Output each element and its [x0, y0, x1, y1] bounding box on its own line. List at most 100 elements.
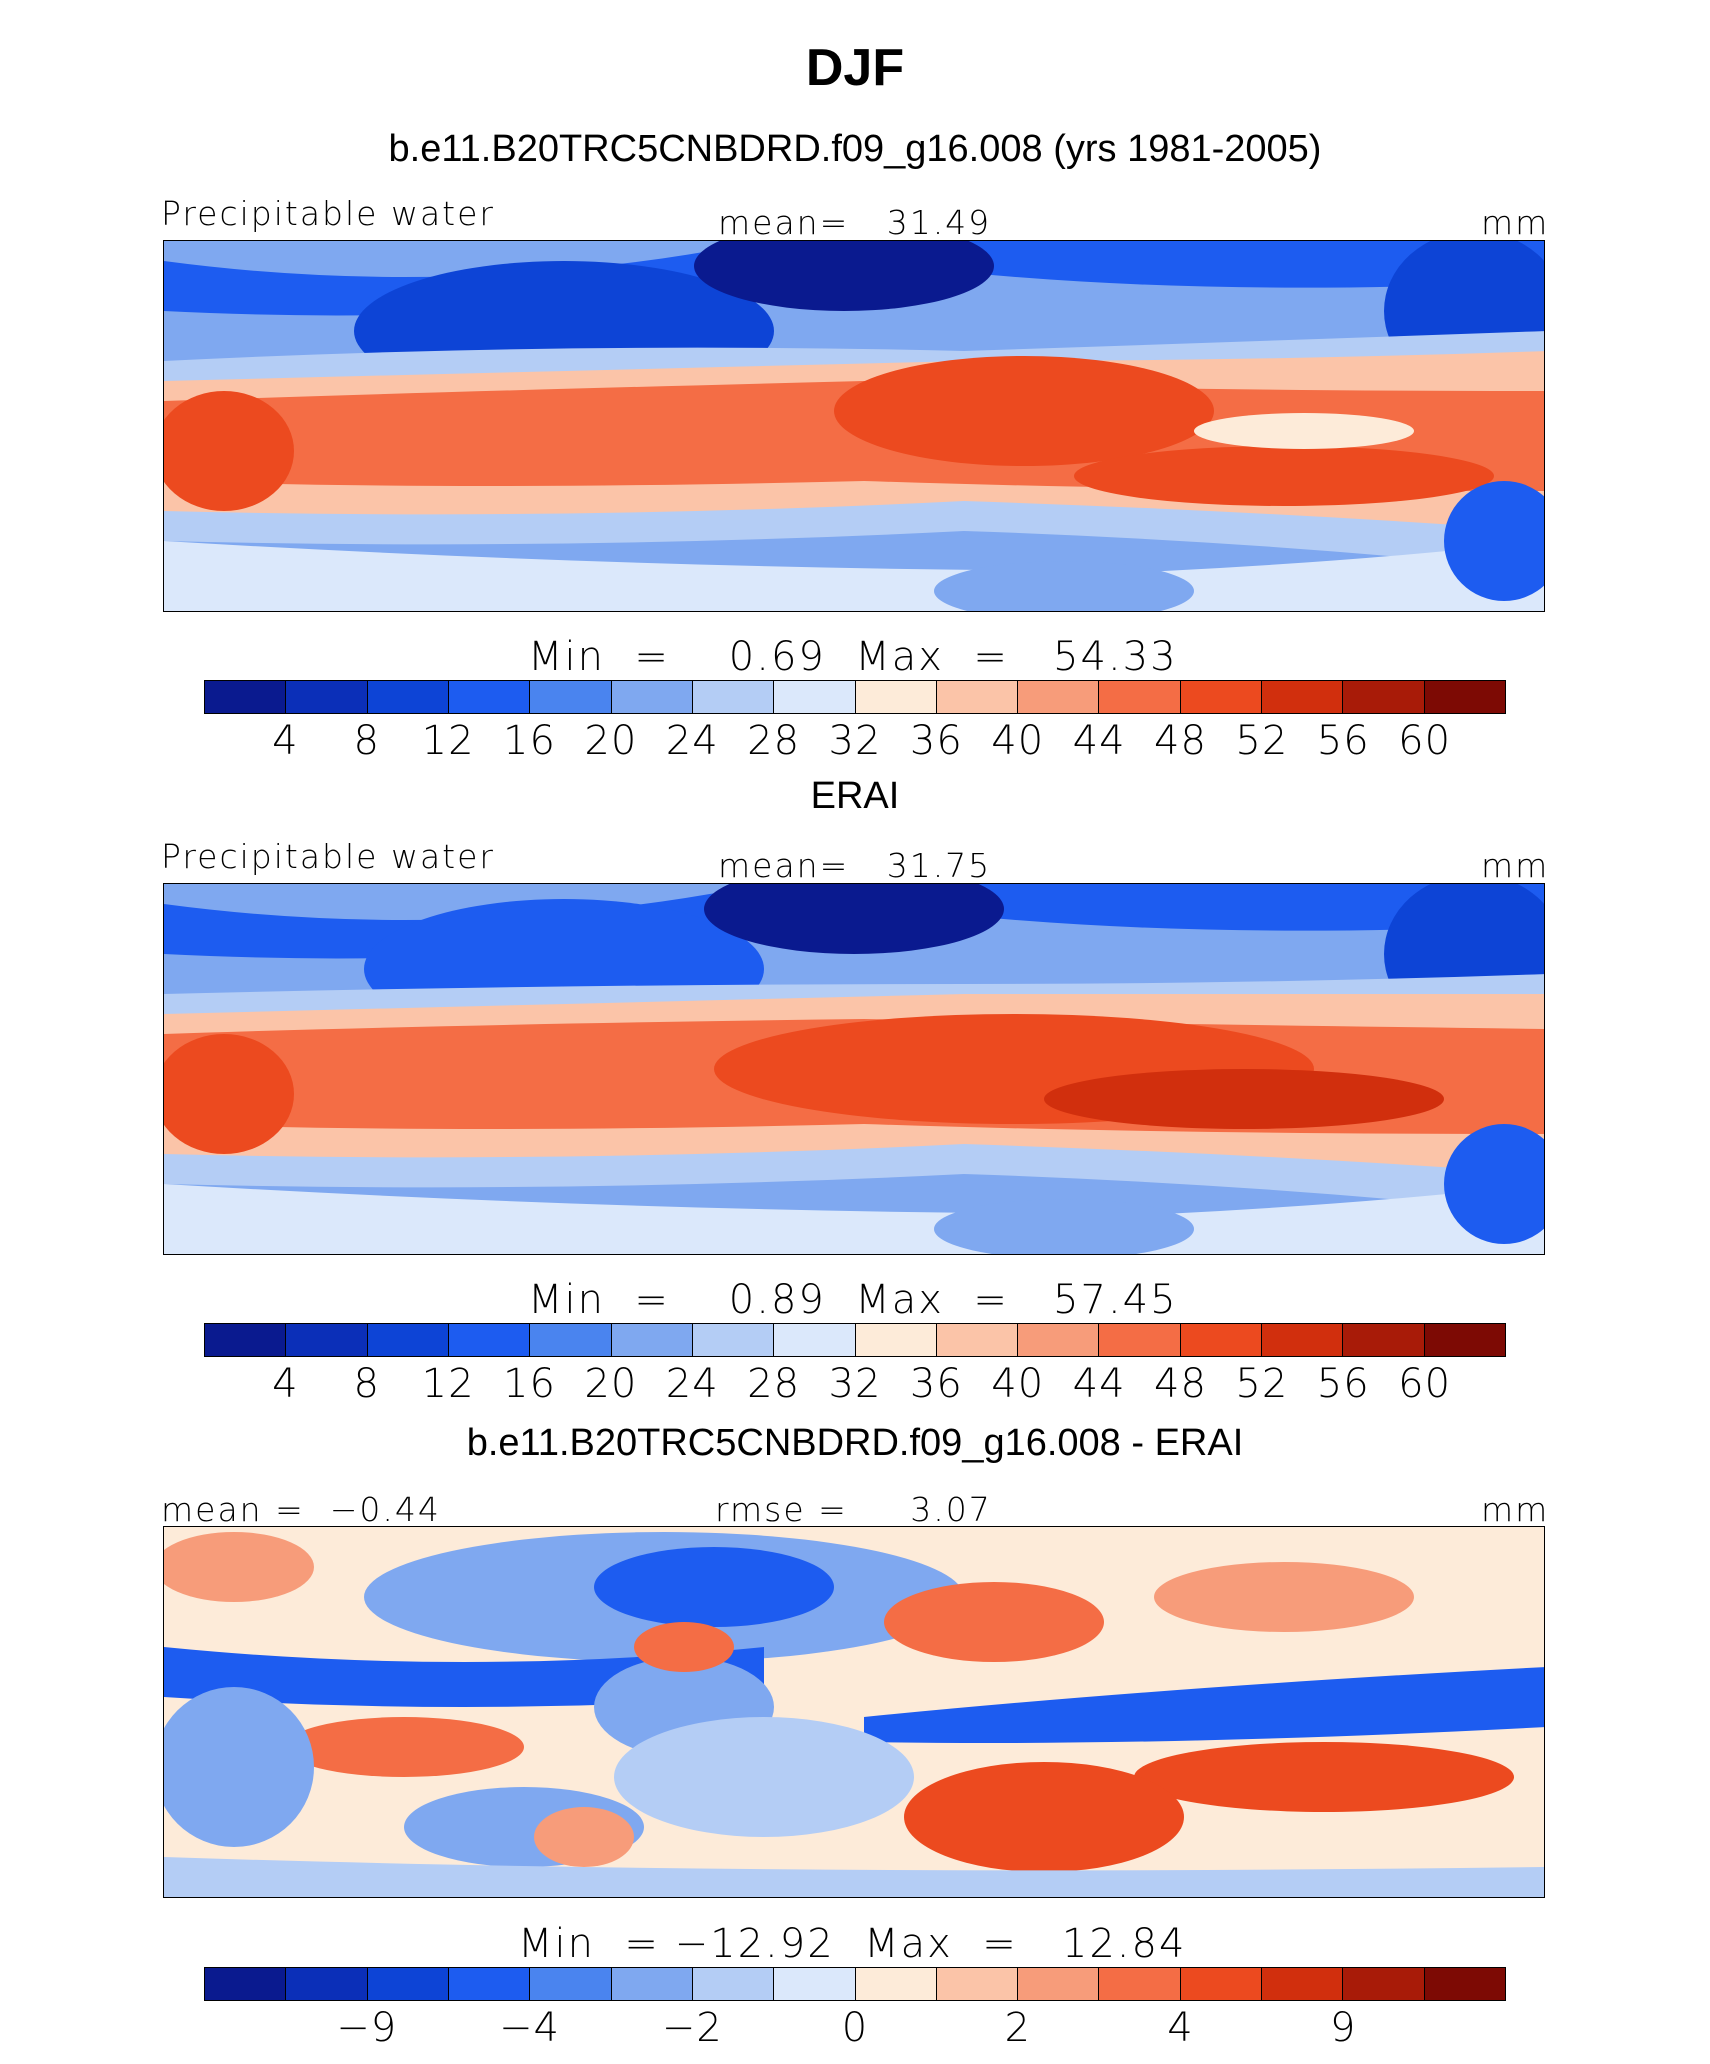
panel-2-colorbar-ticks: 4 8 12 16 20 24 28 32 36 40 44 48 52 56 60: [204, 1361, 1506, 1407]
colorbar-tick-label: 24: [665, 1361, 719, 1407]
colorbar-tick-label: −4: [499, 2005, 560, 2051]
colorbar-swatch: [692, 1968, 775, 2000]
panel-3-colorbar: [204, 1967, 1506, 2001]
colorbar-swatch: [611, 1968, 693, 2000]
colorbar-swatch: [1180, 1324, 1263, 1356]
colorbar-swatch: [1018, 1968, 1100, 2000]
colorbar-swatch: [448, 681, 531, 713]
panel-3-mean-label: mean = −0.44: [161, 1490, 441, 1529]
colorbar-swatch: [774, 1324, 856, 1356]
panel-3-map: [163, 1526, 1545, 1898]
colorbar-swatch: [1424, 1324, 1505, 1356]
colorbar-swatch: [367, 681, 449, 713]
colorbar-tick-label: 16: [503, 718, 556, 764]
colorbar-tick-label: 48: [1154, 1361, 1207, 1407]
colorbar-tick-label: 52: [1235, 718, 1289, 764]
panel-3-rmse-label: rmse = 3.07: [715, 1490, 992, 1529]
colorbar-swatch: [205, 1324, 287, 1356]
panel-2-map: [163, 883, 1545, 1255]
panel-1-variable-label: Precipitable water: [161, 194, 495, 233]
colorbar-swatch: [448, 1324, 531, 1356]
colorbar-swatch: [367, 1968, 449, 2000]
colorbar-swatch: [1262, 681, 1344, 713]
colorbar-tick-label: 36: [909, 718, 963, 764]
colorbar-swatch: [530, 681, 612, 713]
colorbar-swatch: [611, 1324, 693, 1356]
colorbar-swatch: [1180, 1968, 1263, 2000]
colorbar-tick-label: 16: [503, 1361, 556, 1407]
colorbar-tick-label: 0: [841, 2005, 869, 2051]
colorbar-tick-label: 56: [1316, 718, 1370, 764]
panel-2-colorbar: [204, 1323, 1506, 1357]
colorbar-swatch: [1343, 1968, 1425, 2000]
colorbar-swatch: [855, 681, 937, 713]
colorbar-tick-label: −9: [336, 2005, 398, 2051]
panel-1-mean-label: mean= 31.49: [718, 203, 992, 242]
colorbar-swatch: [1018, 681, 1100, 713]
colorbar-tick-label: 4: [272, 718, 299, 764]
panel-3-colorbar-ticks: −9 −4 −2 0 2 4 9: [204, 2005, 1506, 2051]
colorbar-tick-label: 8: [353, 718, 380, 764]
colorbar-swatch: [1099, 1968, 1181, 2000]
colorbar-swatch: [448, 1968, 531, 2000]
colorbar-tick-label: 20: [584, 718, 638, 764]
colorbar-tick-label: 9: [1330, 2005, 1357, 2051]
colorbar-tick-label: 28: [747, 718, 801, 764]
colorbar-swatch: [855, 1968, 937, 2000]
colorbar-tick-label: 56: [1316, 1361, 1370, 1407]
colorbar-tick-label: 32: [828, 718, 882, 764]
panel-1-minmax: Min = 0.69 Max = 54.33: [528, 634, 1178, 680]
colorbar-swatch: [286, 681, 368, 713]
colorbar-tick-label: 52: [1235, 1361, 1289, 1407]
colorbar-tick-label: 32: [828, 1361, 882, 1407]
colorbar-tick-label: 28: [747, 1361, 801, 1407]
panel-2-title: ERAI: [810, 775, 900, 817]
colorbar-tick-label: 36: [909, 1361, 963, 1407]
colorbar-tick-label: 2: [1004, 2005, 1031, 2051]
panel-1-field: [164, 241, 1544, 611]
panel-2-field: [164, 884, 1544, 1254]
colorbar-swatch: [1262, 1324, 1344, 1356]
colorbar-tick-label: 60: [1398, 1361, 1452, 1407]
colorbar-tick-label: 40: [991, 1361, 1045, 1407]
panel-1-map: [163, 240, 1545, 612]
panel-2-minmax: Min = 0.89 Max = 57.45: [528, 1277, 1178, 1323]
panel-3-minmax: Min = −12.92 Max = 12.84: [518, 1921, 1187, 1967]
colorbar-tick-label: 44: [1072, 1361, 1126, 1407]
colorbar-swatch: [611, 681, 693, 713]
colorbar-swatch: [1424, 1968, 1505, 2000]
colorbar-swatch: [1343, 1324, 1425, 1356]
panel-1-colorbar-ticks: 4 8 12 16 20 24 28 32 36 40 44 48 52 56 60: [204, 718, 1506, 764]
colorbar-swatch: [1018, 1324, 1100, 1356]
colorbar-tick-label: 4: [272, 1361, 299, 1407]
colorbar-swatch: [367, 1324, 449, 1356]
colorbar-swatch: [855, 1324, 937, 1356]
panel-2-units-label: mm: [1481, 846, 1550, 885]
colorbar-tick-label: 12: [421, 1361, 475, 1407]
colorbar-tick-label: 44: [1072, 718, 1126, 764]
colorbar-swatch: [692, 1324, 775, 1356]
panel-3-field: [164, 1527, 1544, 1897]
figure-title: DJF: [805, 39, 905, 97]
colorbar-swatch: [286, 1324, 368, 1356]
panel-1-colorbar: [204, 680, 1506, 714]
colorbar-tick-label: 48: [1154, 718, 1207, 764]
colorbar-swatch: [1180, 681, 1263, 713]
colorbar-swatch: [530, 1968, 612, 2000]
colorbar-swatch: [1099, 681, 1181, 713]
colorbar-tick-label: 20: [584, 1361, 638, 1407]
colorbar-tick-label: 4: [1167, 2005, 1194, 2051]
colorbar-swatch: [774, 681, 856, 713]
colorbar-swatch: [1424, 681, 1505, 713]
colorbar-tick-label: 24: [665, 718, 719, 764]
panel-3-title: b.e11.B20TRC5CNBDRD.f09_g16.008 - ERAI: [466, 1422, 1244, 1464]
panel-2-variable-label: Precipitable water: [161, 837, 495, 876]
colorbar-swatch: [936, 1324, 1019, 1356]
colorbar-swatch: [936, 681, 1019, 713]
colorbar-swatch: [692, 681, 775, 713]
colorbar-swatch: [1099, 1324, 1181, 1356]
colorbar-tick-label: 40: [991, 718, 1045, 764]
colorbar-swatch: [205, 681, 287, 713]
colorbar-swatch: [1262, 1968, 1344, 2000]
colorbar-swatch: [936, 1968, 1019, 2000]
